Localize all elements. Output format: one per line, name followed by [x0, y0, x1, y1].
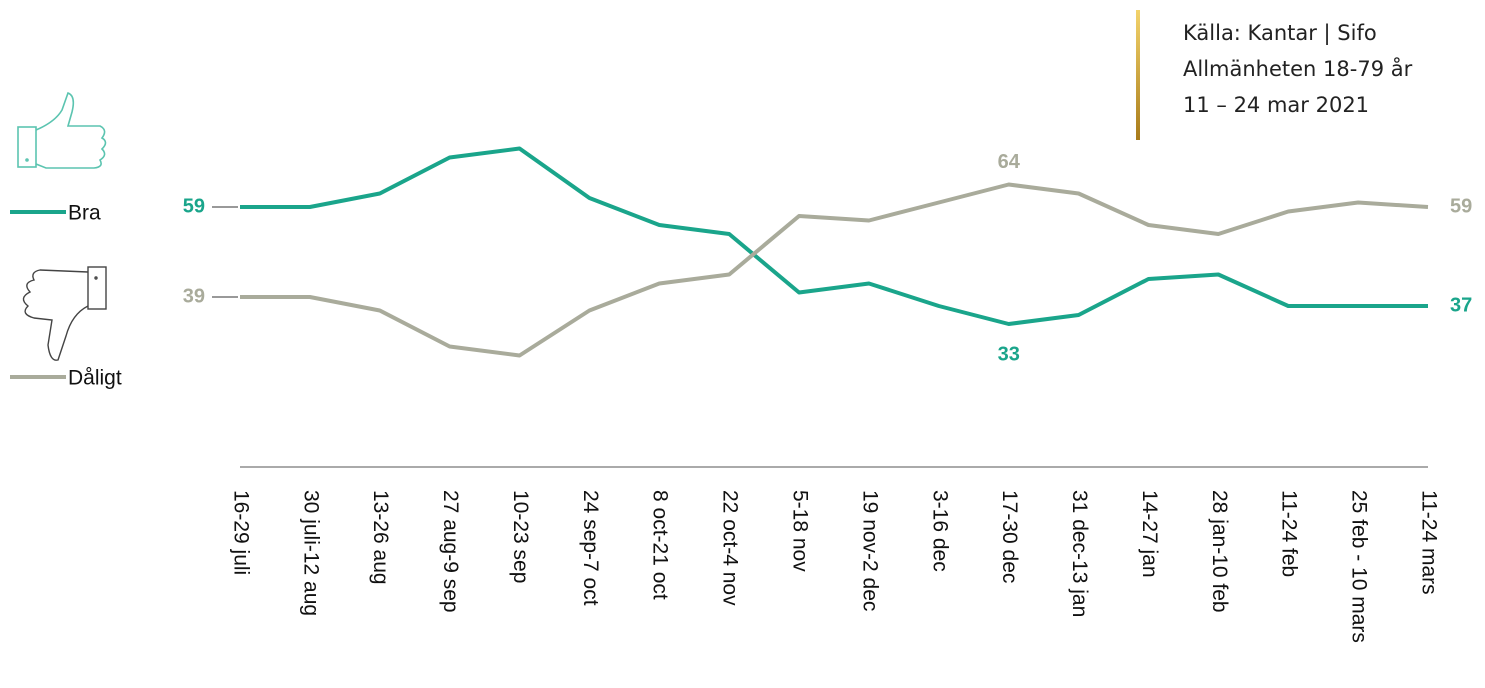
x-tick-label: 28 jan-10 feb: [1208, 490, 1231, 613]
thumb-up-icon: [17, 91, 107, 169]
x-tick-label: 22 oct-4 nov: [719, 490, 742, 606]
x-tick-label: 25 feb - 10 mars: [1348, 490, 1371, 643]
x-tick-label: 30 juli-12 aug: [299, 490, 322, 616]
x-tick-label: 16-29 juli: [229, 490, 252, 575]
x-tick-label: 31 dec-13 jan: [1068, 490, 1091, 617]
source-line: 11 – 24 mar 2021: [1183, 93, 1369, 117]
x-tick-label: 27 aug-9 sep: [439, 490, 462, 613]
source-line: Källa: Kantar | Sifo: [1183, 21, 1377, 46]
x-tick-label: 19 nov-2 dec: [858, 490, 881, 611]
data-label: 64: [998, 151, 1021, 173]
source-bar: [1136, 10, 1140, 140]
thumb-down-icon: [22, 266, 107, 361]
data-label: 33: [998, 343, 1020, 365]
source-line: Allmänheten 18-79 år: [1183, 56, 1413, 81]
x-tick-label: 11-24 mars: [1417, 490, 1440, 595]
x-tick-label: 3-16 dec: [928, 490, 951, 572]
line: [240, 146, 1428, 326]
x-tick-label: 13-26 aug: [369, 490, 392, 585]
legend-label: Bra: [68, 202, 101, 225]
data-label: 59: [183, 195, 205, 217]
data-label: 39: [183, 285, 205, 307]
x-tick-label: 11-24 feb: [1278, 490, 1301, 577]
x-tick-label: 5-18 nov: [789, 490, 812, 572]
x-tick-label: 10-23 sep: [509, 490, 532, 583]
x-tick-label: 17-30 dec: [998, 490, 1021, 583]
x-tick-label: 24 sep-7 oct: [579, 490, 602, 606]
x-tick-label: 14-27 jan: [1138, 490, 1161, 578]
data-label: 59: [1450, 195, 1472, 217]
x-tick-label: 8 oct-21 oct: [649, 490, 672, 600]
data-label: 37: [1450, 294, 1472, 316]
legend-label: Dåligt: [68, 367, 122, 390]
line: [240, 182, 1429, 358]
